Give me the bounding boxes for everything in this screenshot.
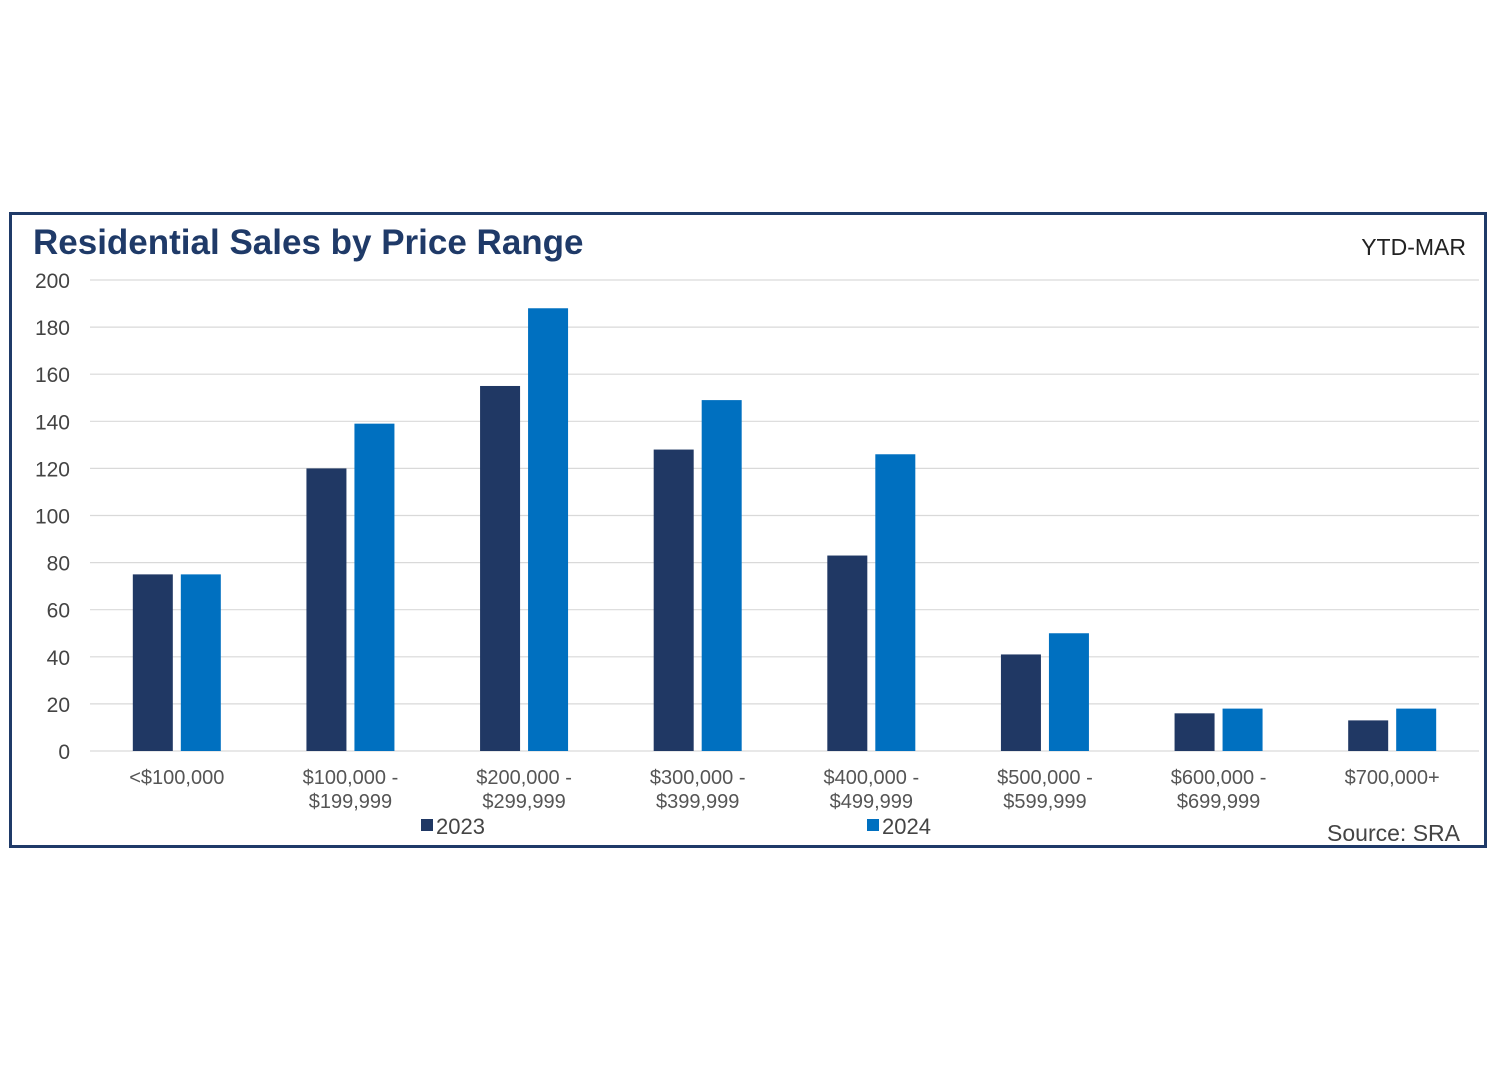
chart-period-label: YTD-MAR — [1361, 234, 1466, 260]
x-category-label: $499,999 — [830, 791, 913, 813]
x-category-label: $100,000 - — [303, 767, 399, 789]
x-axis-categories: <$100,000 $100,000 -$199,999 $200,000 -$29… — [129, 767, 1439, 813]
source-note: Source: SRA — [1327, 820, 1461, 846]
bar-2023 — [132, 574, 173, 751]
bars — [132, 308, 1437, 751]
y-tick-label: 20 — [47, 694, 70, 717]
chart-title: Residential Sales by Price Range — [33, 223, 584, 262]
bar-2023 — [827, 555, 868, 751]
y-tick-label: 80 — [47, 553, 70, 576]
x-category-label: $399,999 — [656, 791, 739, 813]
y-tick-label: 160 — [35, 364, 70, 387]
y-tick-label: 100 — [35, 506, 70, 529]
bar-2024 — [1396, 708, 1437, 751]
x-category-label: $600,000 - — [1171, 767, 1267, 789]
y-tick-label: 180 — [35, 317, 70, 340]
legend-swatch-2024 — [867, 819, 879, 831]
y-axis-ticks: 0 20 40 60 80 100 120 140 160 180 200 — [35, 270, 70, 764]
bar-2024 — [354, 423, 395, 751]
legend: 2023 2024 — [421, 814, 931, 839]
legend-label-2024: 2024 — [882, 814, 931, 839]
x-category-label: $500,000 - — [997, 767, 1093, 789]
y-tick-label: 40 — [47, 647, 70, 670]
x-category-label: $299,999 — [482, 791, 565, 813]
x-category-label: $400,000 - — [823, 767, 919, 789]
legend-swatch-2023 — [421, 819, 433, 831]
bar-2023 — [1000, 654, 1041, 751]
legend-label-2023: 2023 — [436, 814, 485, 839]
bar-2023 — [653, 449, 694, 751]
bar-2024 — [1222, 708, 1263, 751]
bar-2024 — [528, 308, 569, 751]
bar-2023 — [306, 468, 347, 751]
x-category-label: $700,000+ — [1345, 767, 1440, 789]
bar-2023 — [1348, 720, 1389, 751]
y-tick-label: 140 — [35, 411, 70, 434]
bar-2024 — [1048, 633, 1089, 751]
x-category-label: $599,999 — [1003, 791, 1086, 813]
x-category-label: <$100,000 — [129, 767, 224, 789]
y-tick-label: 60 — [47, 600, 70, 623]
x-category-label: $200,000 - — [476, 767, 572, 789]
y-tick-label: 0 — [58, 741, 70, 764]
y-tick-label: 120 — [35, 458, 70, 481]
bar-2023 — [1174, 713, 1215, 751]
x-category-label: $300,000 - — [650, 767, 746, 789]
y-tick-label: 200 — [35, 270, 70, 293]
bar-2024 — [701, 400, 742, 751]
x-category-label: $699,999 — [1177, 791, 1260, 813]
bar-2024 — [180, 574, 221, 751]
gridlines — [90, 279, 1479, 752]
x-category-label: $199,999 — [309, 791, 392, 813]
bar-2024 — [875, 454, 916, 751]
bar-2023 — [480, 385, 521, 751]
